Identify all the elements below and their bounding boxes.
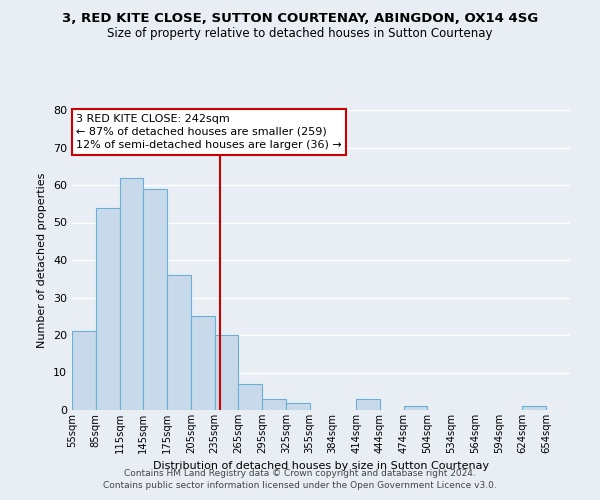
Text: 3 RED KITE CLOSE: 242sqm
← 87% of detached houses are smaller (259)
12% of semi-: 3 RED KITE CLOSE: 242sqm ← 87% of detach… xyxy=(76,114,342,150)
Bar xyxy=(404,406,427,410)
Bar xyxy=(72,331,96,410)
Bar xyxy=(143,188,167,410)
Text: Contains HM Land Registry data © Crown copyright and database right 2024.: Contains HM Land Registry data © Crown c… xyxy=(124,468,476,477)
Text: 3, RED KITE CLOSE, SUTTON COURTENAY, ABINGDON, OX14 4SG: 3, RED KITE CLOSE, SUTTON COURTENAY, ABI… xyxy=(62,12,538,26)
Bar xyxy=(356,399,380,410)
Bar xyxy=(286,402,310,410)
Bar xyxy=(191,316,215,410)
X-axis label: Distribution of detached houses by size in Sutton Courtenay: Distribution of detached houses by size … xyxy=(153,462,489,471)
Bar xyxy=(523,406,546,410)
Bar xyxy=(96,208,119,410)
Text: Contains public sector information licensed under the Open Government Licence v3: Contains public sector information licen… xyxy=(103,481,497,490)
Bar xyxy=(119,178,143,410)
Y-axis label: Number of detached properties: Number of detached properties xyxy=(37,172,47,348)
Text: Size of property relative to detached houses in Sutton Courtenay: Size of property relative to detached ho… xyxy=(107,28,493,40)
Bar xyxy=(262,399,286,410)
Bar xyxy=(167,275,191,410)
Bar xyxy=(238,384,262,410)
Bar xyxy=(215,335,238,410)
